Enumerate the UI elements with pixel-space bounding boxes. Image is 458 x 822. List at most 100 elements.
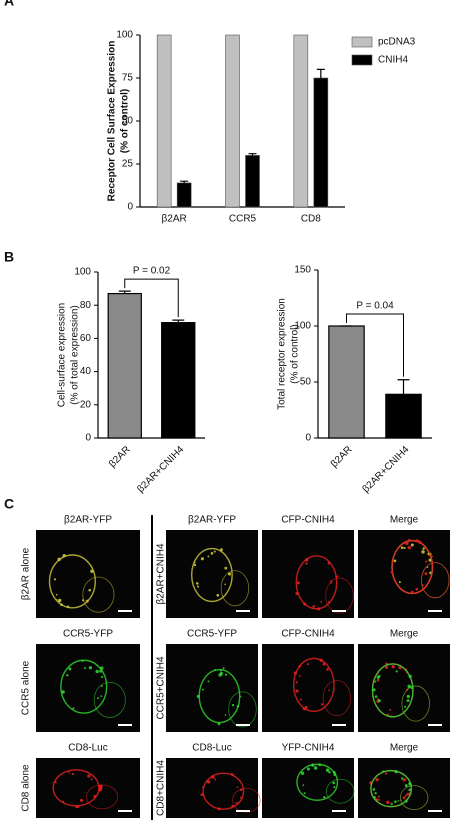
puncta xyxy=(82,599,85,602)
puncta xyxy=(336,575,339,578)
cell-outline xyxy=(370,769,413,808)
micrograph xyxy=(36,644,140,732)
puncta xyxy=(224,714,227,716)
puncta xyxy=(406,699,410,703)
puncta xyxy=(87,774,91,778)
y-tick-label: 60 xyxy=(80,333,92,344)
cell-outline xyxy=(228,691,257,728)
puncta xyxy=(425,560,428,563)
bar xyxy=(245,155,260,208)
puncta xyxy=(408,674,412,678)
puncta xyxy=(206,780,211,784)
bar xyxy=(225,34,240,208)
puncta xyxy=(60,603,63,606)
puncta xyxy=(384,772,388,775)
puncta xyxy=(217,722,221,726)
bar xyxy=(328,325,365,439)
cell-outline xyxy=(220,570,250,607)
micrograph xyxy=(358,644,450,732)
puncta xyxy=(200,557,204,561)
puncta xyxy=(404,784,408,788)
puncta xyxy=(230,773,234,776)
x-tick-label: CCR5 xyxy=(229,214,257,225)
puncta xyxy=(213,550,216,553)
puncta xyxy=(403,547,406,550)
puncta xyxy=(224,566,228,570)
puncta xyxy=(239,695,242,698)
error-bar xyxy=(172,319,185,323)
puncta xyxy=(231,703,235,707)
puncta xyxy=(213,669,216,671)
significance-bracket xyxy=(346,313,404,377)
puncta xyxy=(306,767,310,771)
puncta xyxy=(407,684,411,689)
cell-outline xyxy=(401,685,430,722)
column-header: CCR5-YFP xyxy=(63,629,113,640)
panel-letter: C xyxy=(4,496,14,512)
puncta xyxy=(325,768,330,772)
puncta xyxy=(303,792,306,795)
puncta xyxy=(408,782,412,786)
column-header: β2AR-YFP xyxy=(64,515,112,526)
puncta xyxy=(100,685,103,687)
micrograph xyxy=(166,530,258,618)
puncta xyxy=(222,667,225,670)
puncta xyxy=(375,777,379,782)
puncta xyxy=(219,669,222,672)
puncta xyxy=(303,602,307,606)
puncta xyxy=(100,675,104,679)
micrograph xyxy=(358,530,450,618)
micrograph xyxy=(36,758,140,818)
puncta xyxy=(389,715,392,718)
column-header: CFP-CNIH4 xyxy=(281,629,335,640)
cell-outline xyxy=(190,547,233,603)
puncta xyxy=(428,558,432,562)
y-tick-label: 0 xyxy=(127,202,133,213)
puncta xyxy=(391,665,395,669)
cell-outline xyxy=(232,787,261,813)
y-tick-label: 100 xyxy=(294,321,311,332)
column-header: CD8-Luc xyxy=(68,743,107,754)
y-axis-label: Total receptor expression xyxy=(277,298,288,410)
cell-outline xyxy=(48,554,96,609)
puncta xyxy=(404,705,407,708)
bar xyxy=(385,393,422,439)
x-tick-label: CD8 xyxy=(301,214,321,225)
y-axis-label: (% of total expression) xyxy=(70,305,81,405)
puncta xyxy=(72,707,75,710)
puncta xyxy=(95,669,99,674)
puncta xyxy=(93,795,97,799)
y-tick-label: 50 xyxy=(122,116,134,127)
puncta xyxy=(99,669,102,673)
puncta xyxy=(394,770,398,774)
puncta xyxy=(224,673,228,676)
puncta xyxy=(54,781,57,784)
puncta xyxy=(83,667,87,670)
y-axis-label: Cell-surface expression xyxy=(57,303,68,408)
puncta xyxy=(398,581,401,584)
puncta xyxy=(372,688,376,692)
puncta xyxy=(332,770,336,774)
puncta xyxy=(405,541,409,546)
puncta xyxy=(374,791,377,795)
puncta xyxy=(196,694,200,699)
puncta xyxy=(195,582,199,585)
puncta xyxy=(55,593,58,596)
puncta xyxy=(393,559,397,563)
puncta xyxy=(236,786,239,789)
puncta xyxy=(421,550,425,554)
error-bar xyxy=(118,290,131,294)
puncta xyxy=(53,578,57,581)
cell-outline xyxy=(371,663,414,718)
micrograph xyxy=(262,644,354,732)
puncta xyxy=(378,799,381,801)
row-label: CD8+CNIH4 xyxy=(156,760,167,816)
puncta xyxy=(322,662,326,666)
column-header: CCR5-YFP xyxy=(187,629,237,640)
puncta xyxy=(68,771,71,774)
puncta xyxy=(193,563,197,567)
y-tick-label: 75 xyxy=(122,73,134,84)
puncta xyxy=(88,666,93,670)
cell-outline xyxy=(82,576,115,613)
column-header: Merge xyxy=(390,743,419,754)
